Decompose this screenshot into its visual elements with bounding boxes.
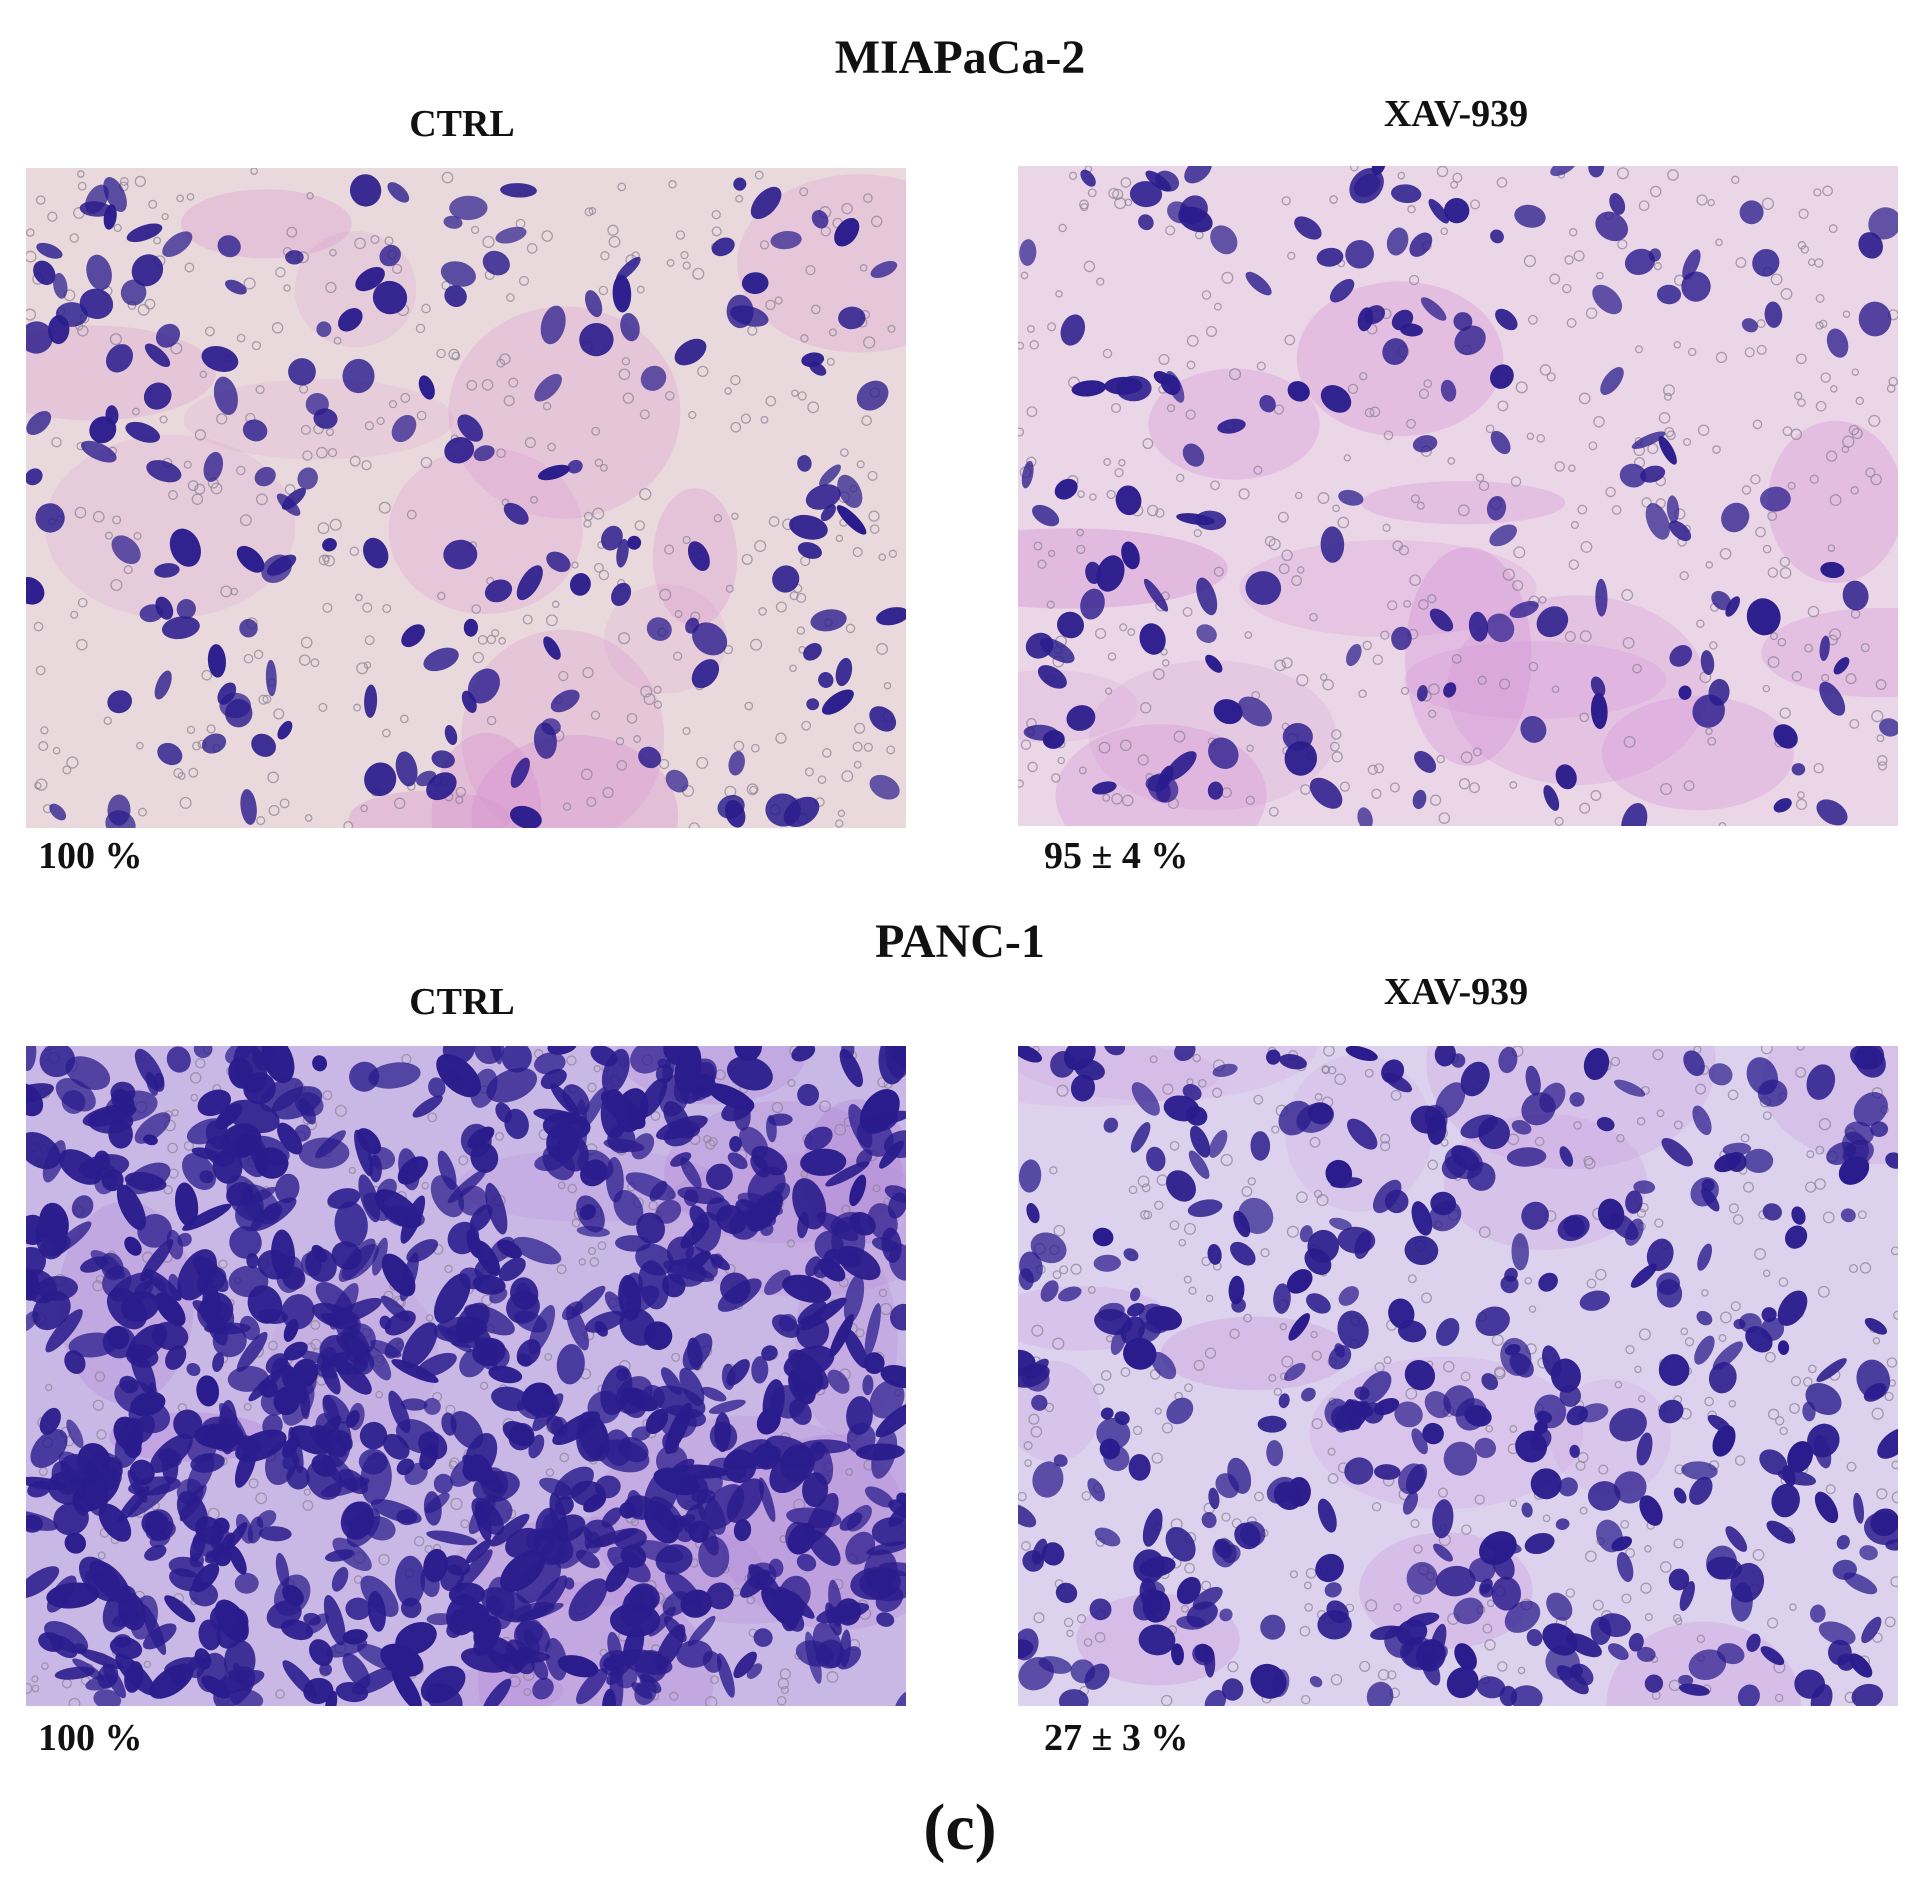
micrograph-image [1018, 166, 1898, 826]
figure-panel-label: (c) [923, 1791, 997, 1864]
migration-value-miapaca-ctrl: 100 % [38, 835, 143, 877]
micrograph-panc-xav [1018, 1046, 1898, 1706]
migration-value-panc-ctrl: 100 % [38, 1717, 143, 1759]
section-title-miapaca: MIAPaCa-2 [834, 31, 1086, 84]
section-title-panc: PANC-1 [875, 915, 1045, 968]
migration-value-panc-xav: 27 ± 3 % [1044, 1717, 1189, 1759]
micrograph-miapaca-xav [1018, 166, 1898, 826]
panel-label-miapaca-xav: XAV-939 [1383, 93, 1529, 135]
micrograph-panc-ctrl [26, 1046, 906, 1706]
micrograph-image [26, 1046, 906, 1706]
micrograph-image [26, 168, 906, 828]
panel-label-miapaca-ctrl: CTRL [409, 103, 515, 145]
migration-value-miapaca-xav: 95 ± 4 % [1044, 835, 1189, 877]
micrograph-miapaca-ctrl [26, 168, 906, 828]
panel-label-panc-ctrl: CTRL [409, 981, 515, 1023]
panel-label-panc-xav: XAV-939 [1383, 971, 1529, 1013]
micrograph-image [1018, 1046, 1898, 1706]
